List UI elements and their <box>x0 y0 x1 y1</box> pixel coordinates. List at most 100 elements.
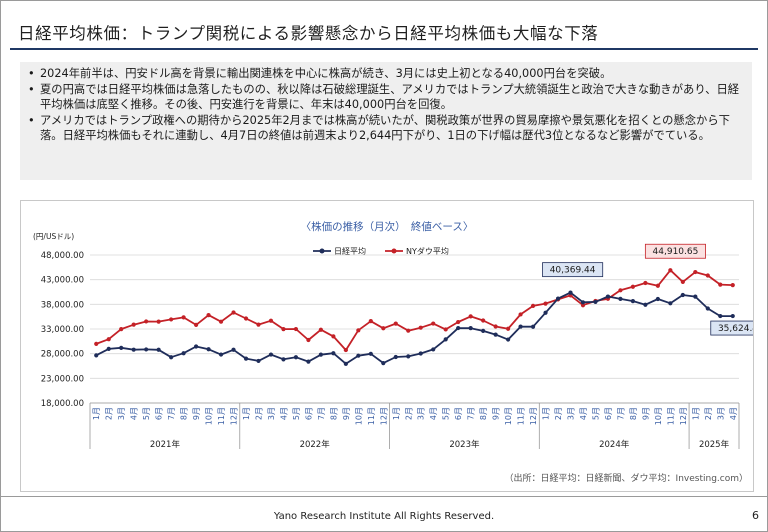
data-point <box>169 355 174 360</box>
data-point <box>243 356 249 361</box>
data-point <box>119 345 124 350</box>
annotation-label: 44,910.65 <box>653 247 699 257</box>
data-point <box>418 325 423 330</box>
data-point <box>181 351 186 356</box>
data-point <box>493 324 498 329</box>
data-point <box>580 300 586 305</box>
x-tick-label: 5月 <box>591 407 600 420</box>
data-point <box>693 269 698 275</box>
year-label: 2024年 <box>599 439 630 450</box>
data-point <box>668 301 673 306</box>
x-tick-label: 9月 <box>641 407 650 420</box>
data-point <box>431 321 436 326</box>
data-point <box>306 359 311 364</box>
data-point <box>144 319 149 324</box>
series-line <box>95 269 733 352</box>
data-point <box>318 352 323 357</box>
data-point <box>605 294 611 299</box>
x-tick-label: 11月 <box>367 407 376 425</box>
data-point <box>268 318 274 323</box>
annotation-box <box>542 262 604 278</box>
data-point <box>643 280 648 286</box>
data-point <box>730 282 735 288</box>
x-tick-label: 1月 <box>242 407 251 420</box>
data-point <box>131 322 136 327</box>
data-point <box>568 290 573 295</box>
data-point <box>431 347 436 352</box>
x-tick-label: 10月 <box>354 407 363 425</box>
data-point <box>156 319 161 324</box>
data-point <box>318 327 323 332</box>
data-point <box>680 279 685 285</box>
footer-copyright: Yano Research Institute All Rights Reser… <box>273 511 495 522</box>
data-point <box>655 296 660 302</box>
chart-legend: 日経平均 NYダウ平均 <box>313 246 449 256</box>
data-point <box>119 326 124 332</box>
data-point <box>343 347 348 353</box>
x-tick-label: 4月 <box>579 407 588 420</box>
data-point <box>368 319 373 324</box>
data-point <box>456 319 461 325</box>
x-tick-label: 4月 <box>729 407 738 420</box>
x-tick-label: 8月 <box>180 407 189 420</box>
series-lines <box>94 268 735 366</box>
source-note: （出所：日経平均：日経新聞、ダウ平均：Investing.com） <box>505 472 748 484</box>
x-tick-label: 4月 <box>130 407 139 420</box>
data-point <box>530 324 536 329</box>
x-tick-label: 6月 <box>304 407 313 420</box>
bullet-item: 2024年前半は、円安ドル高を背景に輸出関連株を中心に株高が続き、3月には史上初… <box>28 66 742 82</box>
data-point <box>593 299 598 305</box>
x-tick-label: 3月 <box>267 407 276 420</box>
data-point <box>306 337 311 343</box>
data-point <box>718 282 723 287</box>
x-tick-label: 10月 <box>504 407 513 425</box>
x-tick-label: 7月 <box>317 407 326 420</box>
x-tick-label: 1月 <box>542 407 551 420</box>
data-point <box>256 322 261 327</box>
data-point <box>106 337 111 342</box>
year-label: 2025年 <box>699 439 730 450</box>
data-point <box>94 341 99 346</box>
data-point <box>131 347 136 352</box>
y-tick-label: 38,000.00 <box>41 300 84 310</box>
x-tick-label: 4月 <box>429 407 438 420</box>
data-point <box>518 312 523 317</box>
data-point <box>555 296 561 301</box>
y-tick-label: 33,000.00 <box>41 325 84 335</box>
data-point <box>506 326 511 331</box>
x-tick-label: 6月 <box>454 407 463 420</box>
x-tick-label: 12月 <box>679 407 688 425</box>
x-tick-label: 8月 <box>479 407 488 420</box>
data-point <box>281 326 286 332</box>
x-tick-label: 11月 <box>217 407 226 425</box>
data-point <box>481 318 486 323</box>
chart-container: 〈株価の推移（月次） 終値ベース〉 (円/USドル) 日経平均 NYダウ平均 18… <box>20 200 768 492</box>
data-point <box>169 317 174 322</box>
x-tick-label: 1月 <box>92 407 101 420</box>
x-tick-label: 4月 <box>279 407 288 420</box>
data-point <box>356 353 361 358</box>
x-tick-label: 5月 <box>292 407 301 420</box>
data-point <box>668 268 673 273</box>
data-point <box>680 292 685 298</box>
x-tick-label: 2月 <box>704 407 713 420</box>
y-axis: 18,000.00 23,000.00 28,000.00 33,000.00 38,0… <box>41 251 84 409</box>
data-point <box>94 353 99 358</box>
data-point <box>481 328 486 333</box>
data-point <box>618 288 623 293</box>
data-point <box>206 347 211 352</box>
x-tick-label: 8月 <box>629 407 638 420</box>
data-point <box>144 347 149 352</box>
data-point <box>618 296 623 302</box>
x-tick-label: 2月 <box>254 407 263 420</box>
bullet-item: アメリカではトランプ政権への期待から2025年2月までは株高が続いたが、関税政策… <box>28 113 742 144</box>
footer-divider <box>0 496 768 497</box>
x-tick-label: 2月 <box>404 407 413 420</box>
data-point <box>630 299 636 304</box>
data-point <box>218 352 224 357</box>
bullet-list: 2024年前半は、円安ドル高を背景に輸出関連株を中心に株高が続き、3月には史上初… <box>20 62 752 144</box>
year-label: 2021年 <box>150 439 181 450</box>
data-point <box>418 351 423 356</box>
data-point <box>156 347 161 352</box>
data-point <box>181 315 186 320</box>
